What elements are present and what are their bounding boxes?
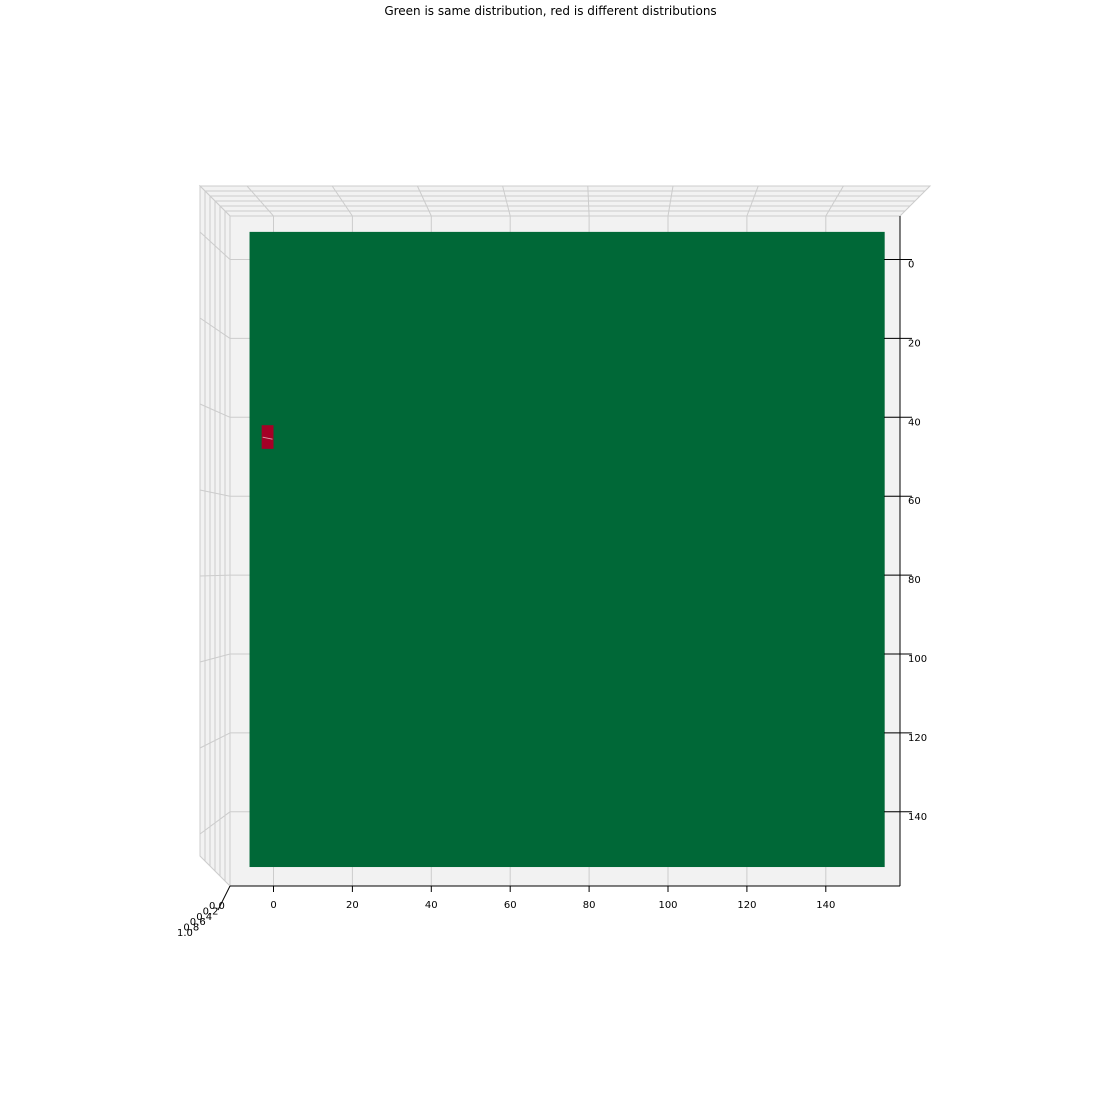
y-tick-label: 140 (908, 812, 927, 823)
grid-line-x-depth (502, 185, 511, 217)
x-tick-label: 140 (816, 900, 835, 911)
grid-line-x-depth (825, 185, 844, 217)
grid-line-y-depth (199, 732, 231, 749)
y-tick-label: 40 (908, 417, 921, 428)
axis-lines (217, 216, 912, 911)
patch-edge (262, 436, 273, 440)
z-tick-label: 0.2 (203, 906, 219, 917)
grid-line-y-depth (199, 574, 231, 577)
z-tick-label: 1.0 (177, 928, 193, 939)
tick-labels: 0 20 40 60 80 100 120 1400204060801001201400.00… (177, 260, 927, 940)
grid-line-x-depth (667, 185, 674, 217)
x-tick-label: 120 (737, 900, 756, 911)
y-tick-label: 120 (908, 733, 927, 744)
y-tick-label: 20 (908, 338, 921, 349)
grid-line-y-depth (199, 811, 231, 835)
y-tick-label: 60 (908, 496, 921, 507)
chart-title: Green is same distribution, red is diffe… (384, 4, 717, 18)
grid-line-x-depth (746, 185, 759, 217)
x-tick-label: 100 (658, 900, 677, 911)
y-tick-label: 80 (908, 575, 921, 586)
grid-line-x-depth (246, 185, 274, 217)
grid-line-y-depth (199, 231, 231, 260)
surface-layer (249, 231, 885, 868)
z-tick-label: 0.4 (196, 912, 212, 923)
z-tick-label: 0.6 (190, 917, 206, 928)
grid-line-y-depth (199, 317, 231, 339)
y-tick-label: 100 (908, 654, 927, 665)
grid-line-x-depth (331, 185, 353, 217)
surface-same-distribution (249, 231, 885, 868)
grid-line-y-depth (199, 403, 231, 418)
grid-line-y-depth (199, 489, 231, 497)
x-tick-label: 40 (425, 900, 438, 911)
patch-different-distributions (261, 425, 274, 449)
x-tick-label: 60 (504, 900, 517, 911)
grid-line-x-depth (416, 185, 432, 217)
x-tick-label: 20 (346, 900, 359, 911)
grid-line-x-depth (587, 185, 590, 217)
x-tick-label: 0 (270, 900, 276, 911)
grid-line-y-depth (199, 653, 231, 663)
y-tick-label: 0 (908, 260, 914, 271)
z-axis-line (217, 885, 231, 911)
x-tick-label: 80 (583, 900, 596, 911)
z-tick-label: 0.8 (183, 923, 199, 934)
z-tick-label: 0.0 (209, 901, 225, 912)
